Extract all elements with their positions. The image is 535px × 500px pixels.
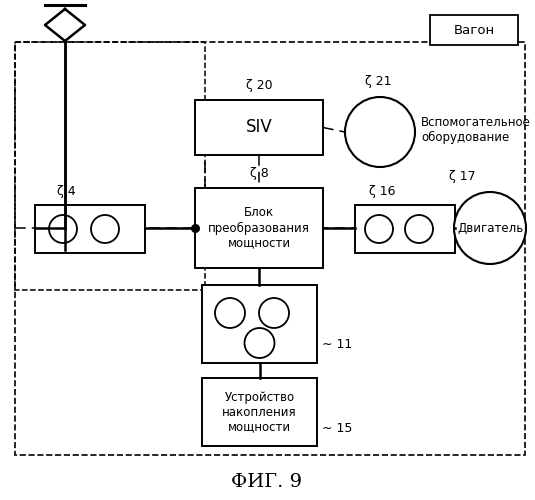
Text: ФИГ. 9: ФИГ. 9 [232, 473, 303, 491]
Circle shape [244, 328, 274, 358]
Text: ζ 4: ζ 4 [57, 185, 75, 198]
Text: Устройство
накопления
мощности: Устройство накопления мощности [222, 390, 297, 434]
Text: Вагон: Вагон [453, 24, 495, 36]
Circle shape [365, 215, 393, 243]
Bar [202, 285, 317, 363]
Text: ∼ 15: ∼ 15 [322, 422, 353, 434]
Bar [430, 15, 518, 45]
Text: ζ 17: ζ 17 [449, 170, 476, 183]
Bar [195, 188, 323, 268]
Text: Вспомогательное
оборудование: Вспомогательное оборудование [421, 116, 531, 144]
Circle shape [345, 97, 415, 167]
Bar [15, 42, 525, 455]
Bar [195, 100, 323, 155]
Circle shape [215, 298, 245, 328]
Bar [355, 205, 455, 253]
Bar [35, 205, 145, 253]
Bar [202, 378, 317, 446]
Bar [15, 42, 205, 290]
Text: Блок
преобразования
мощности: Блок преобразования мощности [208, 206, 310, 250]
Text: SIV: SIV [246, 118, 272, 136]
Text: ζ 20: ζ 20 [246, 79, 272, 92]
Text: ζ 16: ζ 16 [369, 185, 395, 198]
Text: ζ 21: ζ 21 [365, 75, 392, 88]
Circle shape [91, 215, 119, 243]
Circle shape [454, 192, 526, 264]
Text: ∼ 11: ∼ 11 [322, 338, 352, 351]
Circle shape [405, 215, 433, 243]
Circle shape [259, 298, 289, 328]
Circle shape [49, 215, 77, 243]
Text: ζ 8: ζ 8 [250, 167, 269, 180]
Text: Двигатель: Двигатель [457, 222, 523, 234]
